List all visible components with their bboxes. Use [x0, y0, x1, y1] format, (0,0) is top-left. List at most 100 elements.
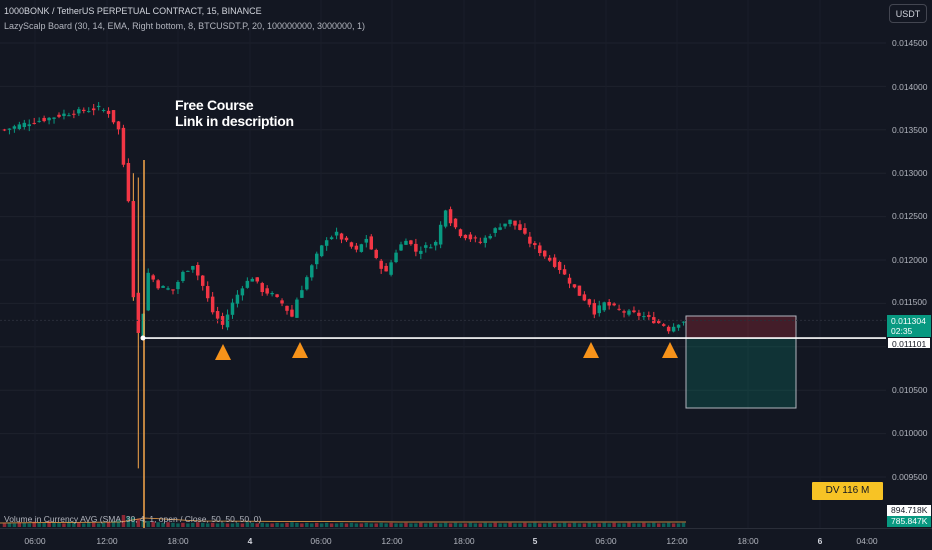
volume-bar [424, 523, 428, 527]
candle-body [354, 245, 359, 250]
indicator-label[interactable]: LazyScalp Board (30, 14, EMA, Right bott… [4, 21, 366, 31]
stop-loss-zone [685, 315, 797, 339]
volume-bar [419, 522, 423, 527]
volume-bar [156, 522, 160, 527]
buy-signal-arrow-1 [215, 344, 231, 360]
volume-bar [196, 522, 200, 527]
volume-bar [597, 523, 601, 527]
bar-countdown: 02:35 [891, 326, 913, 336]
volume-bar [533, 522, 537, 527]
candle-body [334, 231, 339, 236]
volume-bar [201, 522, 205, 527]
symbol-title[interactable]: 1000BONK / TetherUS PERPETUAL CONTRACT, … [4, 6, 262, 16]
volume-bar [612, 522, 616, 527]
candlestick-chart[interactable] [0, 0, 886, 528]
dv-badge: DV 116 M [812, 482, 883, 500]
time-tick: 5 [532, 536, 538, 546]
candle-body [661, 324, 666, 326]
volume-indicator-label[interactable]: Volume in Currency AVG (SMA, 30, 4, 1, o… [4, 514, 262, 524]
candle-body [513, 220, 517, 226]
candle-body [582, 294, 587, 301]
chart-area[interactable]: 1000BONK / TetherUS PERPETUAL CONTRACT, … [0, 0, 886, 528]
candle-body [607, 302, 611, 306]
candle-body [106, 110, 111, 114]
candle-body [642, 316, 646, 318]
candle-body [131, 201, 136, 298]
volume-bar [42, 522, 46, 527]
volume-bar [483, 522, 487, 527]
candle-body [547, 257, 552, 261]
volume-bar [433, 523, 438, 527]
candle-body [533, 243, 537, 246]
candle-body [96, 105, 101, 108]
volume-bar [463, 523, 468, 527]
candle-body [245, 280, 250, 288]
candle-body [538, 245, 542, 254]
candle-body [622, 311, 626, 313]
candle-body [47, 117, 51, 121]
candle-body [260, 283, 264, 293]
price-grid [0, 42, 886, 478]
candle-body [374, 249, 378, 258]
volume-bar [82, 523, 86, 527]
candle-body [468, 234, 473, 240]
time-tick: 12:00 [381, 536, 403, 546]
volume-bar [151, 521, 155, 527]
volume-bar [32, 521, 36, 527]
time-tick: 12:00 [666, 536, 688, 546]
candle-body [67, 115, 71, 117]
currency-button[interactable]: USDT [889, 4, 927, 23]
volume-bar [280, 523, 284, 527]
candle-body [315, 253, 319, 265]
volume-bar [171, 522, 175, 527]
time-tick: 06:00 [310, 536, 332, 546]
volume-bar [384, 523, 388, 527]
candle-body [523, 228, 527, 234]
volume-bar [458, 523, 463, 527]
candle-body [567, 277, 572, 284]
volume-bar [265, 523, 269, 527]
price-axis[interactable]: 0.014500 0.014000 0.013500 0.013000 0.01… [886, 0, 932, 528]
candle-body [587, 299, 592, 305]
candle-body [602, 302, 606, 311]
volume-bar [300, 523, 304, 527]
volume-bar [503, 523, 507, 527]
volume-bar [255, 523, 259, 527]
candle-body [215, 311, 220, 319]
candle-body [473, 237, 478, 239]
candle-body [483, 237, 487, 243]
candle-body [493, 228, 497, 233]
volume-bar [186, 523, 190, 527]
candle-body [82, 109, 86, 112]
candle-body [577, 285, 582, 296]
candle-body [438, 224, 443, 245]
volume-bar [225, 523, 230, 527]
candle-body [101, 109, 106, 111]
volume-bar [552, 523, 557, 527]
volume-bar [146, 521, 150, 527]
volume-bar [666, 522, 671, 527]
volume-bar [429, 522, 433, 527]
volume-bar [96, 523, 101, 527]
volume-bar [364, 522, 369, 527]
volume-bar [290, 522, 294, 527]
candle-body [166, 288, 170, 290]
volume-bar [191, 522, 195, 527]
level-anchor-point [140, 335, 146, 341]
volume-bar [349, 522, 354, 527]
candle-body [424, 245, 428, 248]
volume-bar [181, 522, 185, 527]
volume-bar [676, 523, 681, 527]
candle-body [310, 265, 314, 278]
candle-body [111, 110, 116, 123]
candle-body [12, 126, 17, 129]
candle-body [676, 324, 681, 328]
time-axis[interactable]: 06:00 12:00 18:00 4 06:00 12:00 18:00 5 … [0, 528, 932, 550]
candle-body [324, 240, 329, 246]
candle-body [210, 296, 215, 313]
candle-body [161, 285, 165, 288]
candle-body [681, 321, 686, 323]
candle-body [463, 234, 468, 239]
volume-bar [453, 522, 458, 527]
volume-bar [359, 523, 364, 527]
